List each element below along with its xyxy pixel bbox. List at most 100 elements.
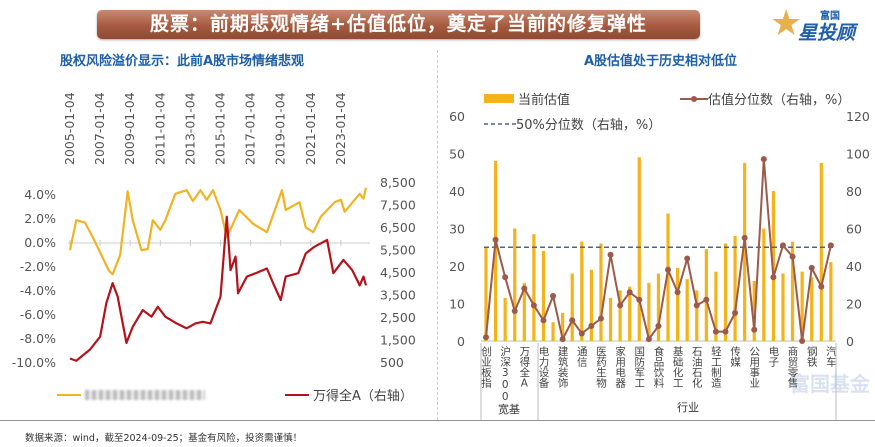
percentile-point xyxy=(818,283,825,290)
x-tick-label: 2005-01-04 xyxy=(62,92,77,165)
category-label: 钢铁 xyxy=(806,345,818,368)
category-label: 国防军工 xyxy=(633,346,645,388)
percentile-point xyxy=(799,338,806,344)
valuation-bar xyxy=(532,234,536,341)
valuation-bar xyxy=(723,243,728,341)
y-right-tick-label: 500 xyxy=(380,355,404,370)
category-label: 沪深300 xyxy=(499,345,511,403)
category-label: 电子 xyxy=(767,345,779,367)
y-left-tick-label: 20 xyxy=(449,259,465,274)
x-tick-label: 2023-01-04 xyxy=(333,92,348,165)
group-label-industry: 行业 xyxy=(677,401,699,414)
category-label: 公用事业 xyxy=(748,346,760,388)
category-label: 食品饮料 xyxy=(652,345,664,389)
percentile-point xyxy=(540,317,547,324)
y-right-tick-label: 8,500 xyxy=(380,175,416,190)
valuation-bar xyxy=(522,282,526,341)
percentile-point xyxy=(511,308,518,314)
percentile-point xyxy=(617,302,624,309)
percentile-point xyxy=(770,274,777,281)
percentile-point xyxy=(550,293,557,299)
y-right-tick-label: 100 xyxy=(846,147,870,162)
percentile-point xyxy=(703,296,710,303)
valuation-bar xyxy=(484,247,488,341)
valuation-bar xyxy=(714,271,718,341)
y-right-tick-label: 3,500 xyxy=(380,288,416,303)
y-right-tick-label: 2,500 xyxy=(380,310,416,325)
valuation-bar xyxy=(829,262,833,341)
percentile-point xyxy=(483,334,489,341)
category-label: 创业板指 xyxy=(480,345,492,389)
valuation-bar xyxy=(743,162,747,341)
valuation-bar xyxy=(810,277,814,341)
valuation-bar xyxy=(541,251,546,341)
y-left-tick-label: 2.0% xyxy=(24,211,56,226)
valuation-bar xyxy=(819,162,823,341)
percentile-point xyxy=(741,234,748,241)
valuation-bar xyxy=(608,297,613,341)
valuation-bar xyxy=(676,267,680,341)
x-tick-label: 2013-01-04 xyxy=(182,92,197,165)
y-right-tick-label: 1,500 xyxy=(380,333,416,348)
valuation-bar xyxy=(628,286,632,341)
y-right-tick-label: 40 xyxy=(846,259,862,274)
y-right-tick-label: 5,500 xyxy=(380,243,416,258)
page-title-banner: 股票：前期悲观情绪+估值低位，奠定了当前的修复弹性 xyxy=(97,10,700,39)
percentile-point xyxy=(645,336,652,343)
y-left-tick-label: 10 xyxy=(449,297,465,312)
valuation-bar xyxy=(561,312,565,341)
category-label: 基础化工 xyxy=(672,345,684,388)
valuation-bar xyxy=(647,282,651,341)
percentile-point xyxy=(751,326,758,333)
y-right-tick-label: 4,500 xyxy=(380,265,416,280)
y-left-tick-label: 4.0% xyxy=(24,187,56,202)
y-right-tick-label: 0 xyxy=(846,334,854,349)
percentile-point xyxy=(674,289,681,296)
valuation-bar xyxy=(800,271,804,341)
group-label-broad: 宽基 xyxy=(498,402,520,416)
x-tick-label: 2009-01-04 xyxy=(122,92,137,165)
valuation-bar xyxy=(762,228,766,341)
percentile-point xyxy=(521,285,528,292)
page-title: 股票：前期悲观情绪+估值低位，奠定了当前的修复弹性 xyxy=(150,13,647,35)
percentile-point xyxy=(760,156,767,163)
y-left-tick-label: 30 xyxy=(449,222,465,237)
valuation-bar xyxy=(781,273,785,341)
erp-series-line xyxy=(68,187,368,276)
star-icon: ★ xyxy=(770,3,803,44)
legend-percentile-swatch xyxy=(680,95,708,102)
y-left-tick-label: 60 xyxy=(449,109,465,124)
percentile-point xyxy=(597,315,604,322)
y-right-tick-label: 120 xyxy=(846,109,870,124)
footer-divider xyxy=(0,420,875,421)
percentile-point xyxy=(665,266,672,273)
valuation-bar xyxy=(493,161,498,341)
valuation-bar xyxy=(752,281,756,341)
y-left-tick-label: -2.0% xyxy=(20,259,56,274)
category-label: 建筑装饰 xyxy=(557,345,569,389)
percentile-point xyxy=(626,289,633,296)
percentile-point xyxy=(530,302,537,309)
y-left-tick-label: -4.0% xyxy=(20,283,56,298)
legend-erp-label-blurred xyxy=(85,389,205,400)
valuation-bar xyxy=(570,273,574,341)
category-label: 轻工制造 xyxy=(710,345,722,388)
percentile-point xyxy=(722,328,729,335)
watermark: 富国基金 xyxy=(790,372,870,396)
valuation-bar xyxy=(513,228,517,341)
valuation-bar xyxy=(666,213,670,341)
y-left-tick-label: 50 xyxy=(449,147,465,162)
percentile-point xyxy=(779,242,786,249)
legend-index-swatch xyxy=(285,393,309,396)
percentile-point xyxy=(559,336,566,343)
legend-percentile: 估值分位数（右轴，%） xyxy=(680,89,850,108)
valuation-bar xyxy=(790,241,795,341)
category-label: 通信 xyxy=(576,346,588,368)
y-left-tick-label: 40 xyxy=(449,184,465,199)
category-label: 万得全A xyxy=(518,346,530,390)
percentile-point xyxy=(569,317,576,324)
y-left-tick-label: 0 xyxy=(457,334,465,349)
legend-bar: 当前估值 xyxy=(484,89,570,108)
percentile-point xyxy=(502,274,509,281)
